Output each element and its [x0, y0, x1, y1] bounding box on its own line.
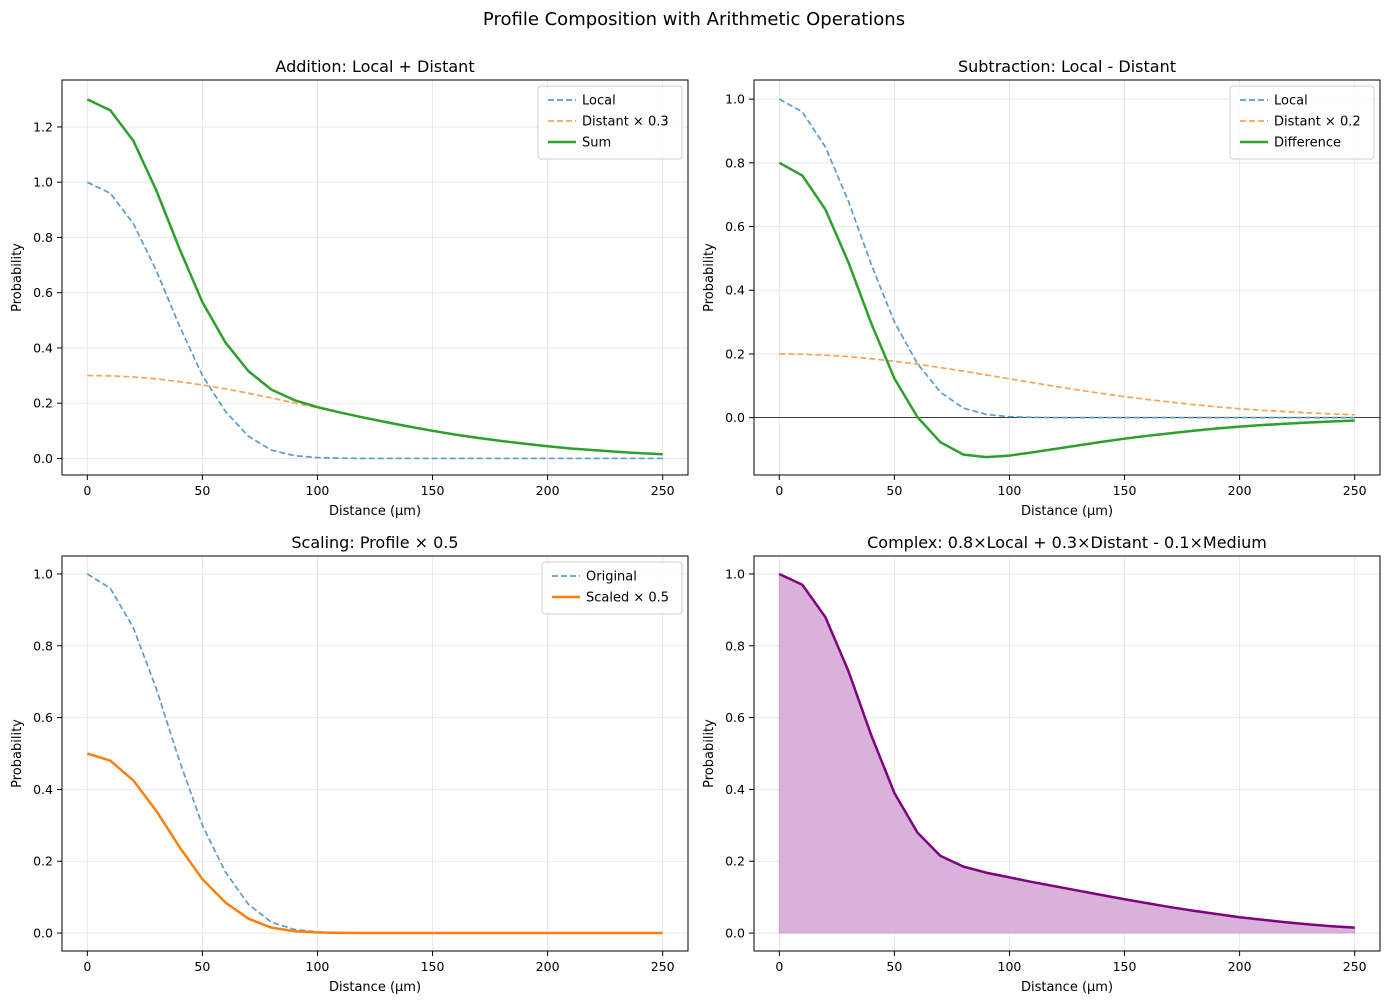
series-line-3 — [86, 98, 663, 456]
y-tick-label: 0.8 — [725, 155, 745, 170]
axes-frame — [61, 79, 689, 476]
panel-3: 0 50 100 150 200 250 0.0 0.2 0.4 0.6 0.8 1.0 Scaling… — [10, 533, 689, 995]
x-tick-label: 0 — [83, 483, 91, 498]
x-axis-label: Distance (µm) — [329, 504, 421, 519]
series-line-2 — [779, 353, 1355, 416]
y-tick-label: 0.2 — [725, 346, 745, 361]
x-tick-label: 250 — [651, 959, 675, 974]
x-tick-label: 250 — [1343, 959, 1367, 974]
legend-entry: Local — [1274, 94, 1308, 109]
x-tick-label: 100 — [998, 483, 1022, 498]
x-axis-label: Distance (µm) — [1021, 980, 1113, 995]
y-axis-label: Probability — [10, 243, 25, 312]
x-tick-label: 100 — [306, 959, 330, 974]
y-axis-label: Probability — [702, 243, 717, 312]
y-tick-label: 0.6 — [33, 710, 53, 725]
x-tick-label: 50 — [886, 959, 902, 974]
series-line-3 — [778, 161, 1355, 459]
legend: Original Scaled × 0.5 — [541, 561, 683, 615]
legend: Local Distant × 0.3 Sum — [537, 85, 683, 160]
y-tick-label: 1.0 — [33, 566, 53, 581]
y-axis-label: Probability — [10, 719, 25, 788]
x-tick-label: 200 — [1228, 959, 1252, 974]
panel-2: 0 50 100 150 200 250 0.0 0.2 0.4 0.6 0.8 1.0 Subtrac… — [702, 57, 1381, 519]
x-axis-label: Distance (µm) — [329, 980, 421, 995]
y-axis-label: Probability — [702, 719, 717, 788]
x-tick-label: 200 — [536, 959, 560, 974]
x-tick-label: 150 — [421, 959, 445, 974]
panel-title: Subtraction: Local - Distant — [958, 57, 1176, 76]
x-tick-label: 250 — [1343, 483, 1367, 498]
x-tick-label: 150 — [1113, 959, 1137, 974]
y-tick-label: 0.6 — [725, 219, 745, 234]
x-tick-label: 0 — [775, 959, 783, 974]
axes-frame — [753, 79, 1381, 476]
y-tick-label: 0.2 — [725, 854, 745, 869]
y-tick-label: 0.0 — [33, 451, 53, 466]
x-tick-label: 50 — [194, 959, 210, 974]
y-tick-label: 1.0 — [33, 175, 53, 190]
series-line-1 — [778, 572, 1355, 929]
panel-1: 0 50 100 150 200 250 0.0 0.2 0.4 0.6 0.8 1.0 1.2 Addi… — [10, 57, 689, 519]
panel-title: Complex: 0.8×Local + 0.3×Distant - 0.1×M… — [867, 533, 1267, 552]
axes-frame — [61, 555, 689, 952]
y-tick-label: 0.0 — [725, 410, 745, 425]
y-tick-label: 0.4 — [725, 283, 745, 298]
legend: Local Distant × 0.2 Difference — [1229, 85, 1375, 160]
legend-box — [541, 561, 683, 615]
y-tick-label: 1.2 — [33, 119, 53, 134]
legend-entry: Distant × 0.2 — [1274, 115, 1361, 130]
axes-frame — [753, 555, 1381, 952]
panel-title: Addition: Local + Distant — [275, 57, 474, 76]
x-tick-label: 100 — [998, 959, 1022, 974]
panel-4: 0 50 100 150 200 250 0.0 0.2 0.4 0.6 0.8 1.0 Complex… — [702, 533, 1381, 995]
y-tick-label: 0.4 — [33, 340, 53, 355]
legend-entry: Distant × 0.3 — [582, 115, 669, 130]
panel-title: Scaling: Profile × 0.5 — [291, 533, 458, 552]
series-line-1 — [86, 573, 663, 934]
x-tick-label: 150 — [421, 483, 445, 498]
y-tick-label: 0.8 — [725, 638, 745, 653]
area-fill — [778, 573, 1356, 934]
x-axis-label: Distance (µm) — [1021, 504, 1113, 519]
y-tick-label: 0.2 — [33, 396, 53, 411]
legend-entry: Original — [586, 570, 637, 585]
legend-entry: Sum — [582, 136, 611, 151]
legend-entry: Difference — [1274, 136, 1341, 151]
legend-entry: Scaled × 0.5 — [586, 591, 669, 606]
y-tick-label: 0.8 — [33, 638, 53, 653]
y-tick-label: 0.2 — [33, 854, 53, 869]
x-tick-label: 0 — [775, 483, 783, 498]
y-tick-label: 0.8 — [33, 230, 53, 245]
y-tick-label: 0.0 — [33, 926, 53, 941]
x-tick-label: 50 — [886, 483, 902, 498]
x-tick-label: 150 — [1113, 483, 1137, 498]
series-line-2 — [87, 374, 663, 456]
y-tick-label: 1.0 — [725, 566, 745, 581]
x-tick-label: 0 — [83, 959, 91, 974]
y-tick-label: 0.6 — [725, 710, 745, 725]
figure-title: Profile Composition with Arithmetic Oper… — [483, 9, 905, 30]
series-line-2 — [86, 752, 663, 935]
x-tick-label: 200 — [536, 483, 560, 498]
y-tick-label: 1.0 — [725, 92, 745, 107]
x-tick-label: 200 — [1228, 483, 1252, 498]
series-line-1 — [86, 181, 663, 460]
x-tick-label: 50 — [194, 483, 210, 498]
legend-entry: Local — [582, 94, 616, 109]
y-tick-label: 0.0 — [725, 926, 745, 941]
x-tick-label: 100 — [306, 483, 330, 498]
series-line-1 — [778, 98, 1355, 419]
y-tick-label: 0.6 — [33, 285, 53, 300]
x-tick-label: 250 — [651, 483, 675, 498]
y-tick-label: 0.4 — [33, 782, 53, 797]
y-tick-label: 0.4 — [725, 782, 745, 797]
